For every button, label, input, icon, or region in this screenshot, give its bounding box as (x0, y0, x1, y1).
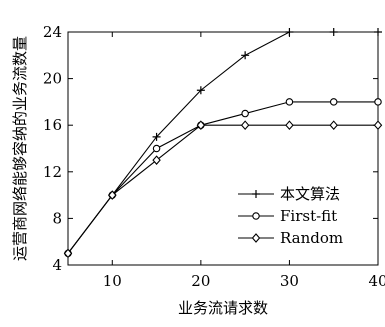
data-point (241, 51, 250, 60)
legend-item: Random (238, 229, 343, 247)
data-point (285, 98, 294, 106)
data-point (329, 120, 338, 131)
legend-label: Random (280, 229, 343, 247)
y-tick-label: 8 (52, 209, 62, 227)
data-point (329, 28, 338, 36)
y-tick-label: 16 (43, 116, 62, 134)
y-tick-label: 12 (43, 163, 62, 181)
legend-label: First-fit (280, 207, 337, 225)
data-point (374, 28, 382, 36)
x-tick-label: 20 (191, 272, 210, 290)
data-point (196, 120, 206, 131)
axes: 10 20 30 40 4 8 12 16 20 24 (43, 23, 385, 290)
x-tick-label: 10 (103, 272, 122, 290)
series-line (67, 31, 378, 254)
y-tick-label: 24 (43, 23, 62, 41)
data-point (285, 28, 294, 36)
series-2 (63, 120, 383, 259)
legend-swatch-marker (252, 190, 260, 198)
plot-frame (67, 31, 379, 266)
series-layer (63, 28, 383, 259)
x-axis-label: 业务流请求数 (178, 299, 268, 317)
series-line (67, 124, 378, 254)
x-tick-label: 40 (368, 272, 385, 290)
data-point (63, 248, 73, 259)
legend-swatch-marker (252, 212, 260, 220)
data-point (152, 132, 161, 141)
legend-item: First-fit (238, 207, 337, 225)
data-point (374, 98, 382, 106)
data-point (152, 144, 161, 153)
y-tick-label: 20 (43, 70, 62, 88)
data-point (241, 109, 249, 118)
data-point (108, 190, 117, 200)
data-point (240, 120, 250, 131)
legend: 本文算法 First-fit Random (238, 185, 343, 247)
legend-label: 本文算法 (280, 185, 340, 203)
x-tick-label: 30 (280, 272, 299, 290)
legend-item: 本文算法 (238, 185, 340, 203)
data-point (152, 155, 161, 165)
data-point (285, 120, 294, 131)
y-tick-label: 4 (52, 256, 62, 274)
series-line (67, 101, 378, 254)
data-point (329, 98, 338, 106)
data-point (196, 86, 205, 95)
y-axis-label: 运营商网络能够容纳的业务流数量 (11, 36, 29, 261)
data-point (373, 120, 383, 131)
legend-swatch-marker (251, 233, 261, 243)
